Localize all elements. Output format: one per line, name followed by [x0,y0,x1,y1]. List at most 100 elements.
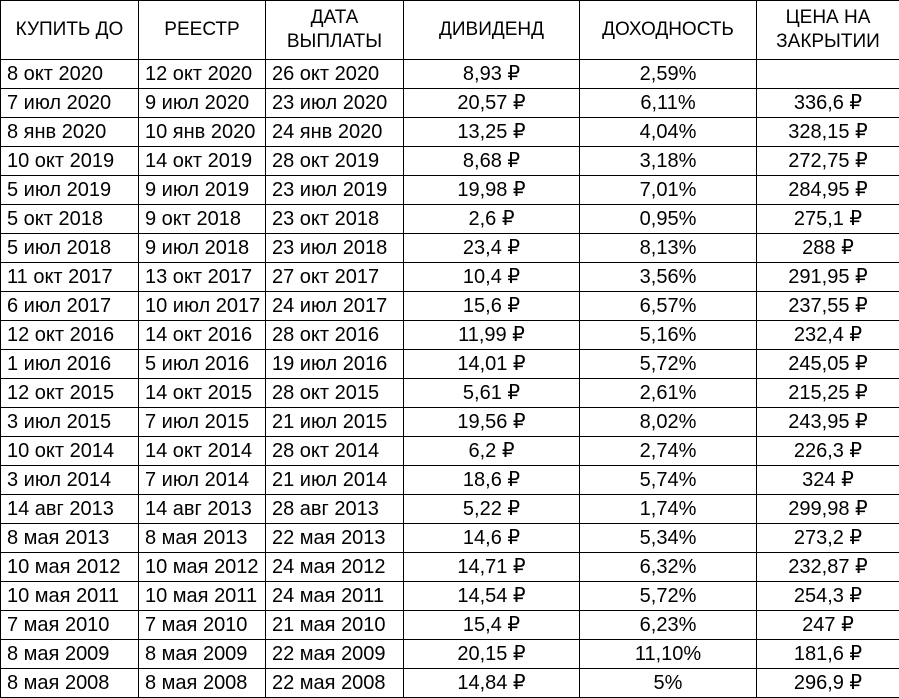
dividend-cell: 14,01 ₽ [404,350,580,379]
dividend-cell: 18,6 ₽ [404,466,580,495]
close-price-cell: 288 ₽ [757,234,899,263]
close-price-cell: 237,55 ₽ [757,292,899,321]
close-price-cell: 181,6 ₽ [757,640,899,669]
payment-date-cell: 23 окт 2018 [266,205,404,234]
payment-date-cell: 24 мая 2011 [266,582,404,611]
dividend-cell: 2,6 ₽ [404,205,580,234]
registry-cell: 14 окт 2019 [139,147,266,176]
dividend-cell: 14,54 ₽ [404,582,580,611]
yield-cell: 0,95% [580,205,757,234]
payment-date-cell: 24 июл 2017 [266,292,404,321]
dividend-cell: 8,93 ₽ [404,60,580,89]
payment-date-cell: 23 июл 2018 [266,234,404,263]
registry-cell: 10 июл 2017 [139,292,266,321]
close-price-cell: 232,87 ₽ [757,553,899,582]
yield-cell: 5% [580,669,757,698]
dividend-cell: 15,4 ₽ [404,611,580,640]
header-buy-before: КУПИТЬ ДО [1,1,139,60]
close-price-cell: 275,1 ₽ [757,205,899,234]
registry-cell: 7 мая 2010 [139,611,266,640]
buy-before-cell: 7 июл 2020 [1,89,139,118]
payment-date-cell: 21 мая 2010 [266,611,404,640]
yield-cell: 6,32% [580,553,757,582]
buy-before-cell: 5 окт 2018 [1,205,139,234]
close-price-cell [757,60,899,89]
dividend-cell: 14,84 ₽ [404,669,580,698]
payment-date-cell: 22 мая 2008 [266,669,404,698]
payment-date-cell: 28 авг 2013 [266,495,404,524]
payment-date-cell: 23 июл 2019 [266,176,404,205]
registry-cell: 14 окт 2015 [139,379,266,408]
yield-cell: 8,02% [580,408,757,437]
yield-cell: 3,18% [580,147,757,176]
close-price-cell: 272,75 ₽ [757,147,899,176]
close-price-cell: 324 ₽ [757,466,899,495]
buy-before-cell: 3 июл 2014 [1,466,139,495]
header-close-price: ЦЕНА НА ЗАКРЫТИИ [757,1,899,60]
dividend-cell: 5,61 ₽ [404,379,580,408]
payment-date-cell: 28 окт 2014 [266,437,404,466]
close-price-cell: 273,2 ₽ [757,524,899,553]
header-payment-date: ДАТА ВЫПЛАТЫ [266,1,404,60]
registry-cell: 7 июл 2015 [139,408,266,437]
payment-date-cell: 28 окт 2015 [266,379,404,408]
dividend-cell: 13,25 ₽ [404,118,580,147]
yield-cell: 3,56% [580,263,757,292]
registry-cell: 7 июл 2014 [139,466,266,495]
payment-date-cell: 28 окт 2019 [266,147,404,176]
registry-cell: 8 мая 2013 [139,524,266,553]
close-price-cell: 299,98 ₽ [757,495,899,524]
registry-cell: 10 мая 2011 [139,582,266,611]
close-price-cell: 232,4 ₽ [757,321,899,350]
buy-before-cell: 5 июл 2018 [1,234,139,263]
buy-before-cell: 10 мая 2011 [1,582,139,611]
registry-cell: 13 окт 2017 [139,263,266,292]
registry-cell: 9 июл 2020 [139,89,266,118]
buy-before-cell: 10 окт 2014 [1,437,139,466]
buy-before-cell: 8 мая 2013 [1,524,139,553]
yield-cell: 4,04% [580,118,757,147]
close-price-cell: 254,3 ₽ [757,582,899,611]
payment-date-cell: 28 окт 2016 [266,321,404,350]
registry-cell: 10 мая 2012 [139,553,266,582]
registry-cell: 9 июл 2019 [139,176,266,205]
buy-before-cell: 5 июл 2019 [1,176,139,205]
yield-cell: 2,61% [580,379,757,408]
yield-cell: 6,23% [580,611,757,640]
close-price-cell: 336,6 ₽ [757,89,899,118]
yield-cell: 5,72% [580,350,757,379]
registry-cell: 14 авг 2013 [139,495,266,524]
dividend-cell: 20,57 ₽ [404,89,580,118]
yield-cell: 2,74% [580,437,757,466]
payment-date-cell: 26 окт 2020 [266,60,404,89]
registry-cell: 10 янв 2020 [139,118,266,147]
dividend-cell: 8,68 ₽ [404,147,580,176]
payment-date-cell: 21 июл 2014 [266,466,404,495]
buy-before-cell: 14 авг 2013 [1,495,139,524]
buy-before-cell: 6 июл 2017 [1,292,139,321]
payment-date-cell: 19 июл 2016 [266,350,404,379]
payment-date-cell: 21 июл 2015 [266,408,404,437]
buy-before-cell: 3 июл 2015 [1,408,139,437]
payment-date-cell: 23 июл 2020 [266,89,404,118]
payment-date-cell: 24 мая 2012 [266,553,404,582]
registry-cell: 12 окт 2020 [139,60,266,89]
buy-before-cell: 11 окт 2017 [1,263,139,292]
close-price-cell: 215,25 ₽ [757,379,899,408]
yield-cell: 6,57% [580,292,757,321]
yield-cell: 8,13% [580,234,757,263]
buy-before-cell: 8 окт 2020 [1,60,139,89]
dividend-cell: 20,15 ₽ [404,640,580,669]
